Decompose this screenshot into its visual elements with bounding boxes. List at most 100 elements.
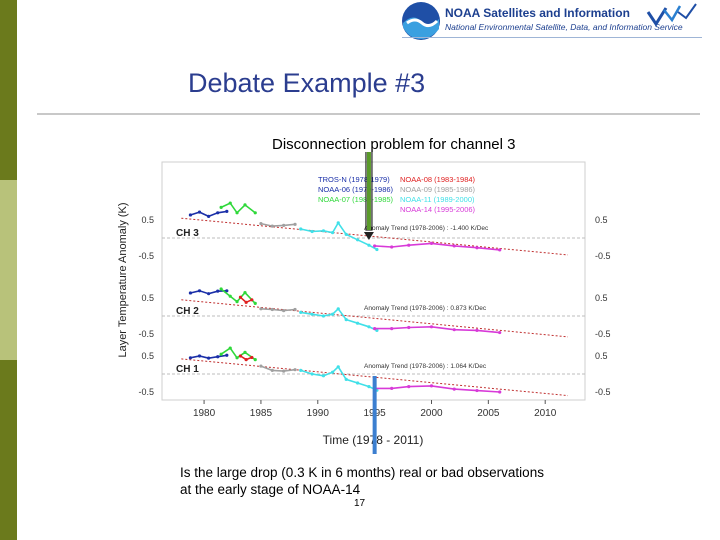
- data-point: [344, 377, 348, 381]
- plot-area: [161, 161, 586, 401]
- sidebar-segment: [0, 180, 17, 360]
- data-point: [253, 301, 257, 305]
- y-tick-label: -0.5: [138, 329, 154, 339]
- title-divider: [37, 113, 700, 115]
- caption-line-1: Is the large drop (0.3 K in 6 months) re…: [180, 465, 544, 480]
- y-tick-label: 0.5: [141, 351, 154, 361]
- data-point: [207, 356, 211, 360]
- sidebar-segment: [0, 360, 17, 540]
- data-point: [498, 330, 502, 335]
- legend-item: NOAA-08 (1983-1984): [400, 175, 476, 184]
- annotation-arrow-down: [366, 152, 371, 230]
- data-point: [336, 307, 340, 311]
- y-tick-label-right: -0.5: [595, 251, 611, 261]
- data-point: [225, 209, 229, 213]
- trend-line: [181, 299, 568, 338]
- data-point: [219, 352, 223, 356]
- data-point: [188, 356, 193, 360]
- x-tick-label: 2010: [534, 408, 557, 419]
- data-point: [259, 307, 263, 311]
- data-point: [452, 244, 456, 248]
- data-point: [310, 312, 314, 316]
- y-tick-label-right: 0.5: [595, 351, 608, 361]
- legend-item: NOAA-07 (1981-1985): [318, 195, 394, 204]
- data-point: [250, 298, 254, 302]
- noaa-logo-icon: [402, 2, 440, 40]
- data-point: [238, 354, 243, 358]
- header-rule: [402, 37, 702, 38]
- legend-item: NOAA-14 (1995-2006): [400, 205, 476, 214]
- data-point: [390, 386, 394, 390]
- data-point: [270, 368, 274, 372]
- x-tick-label: 1980: [193, 408, 216, 419]
- data-point: [207, 214, 211, 218]
- data-point: [498, 248, 502, 252]
- data-point: [367, 385, 371, 389]
- data-point: [270, 224, 274, 228]
- data-point: [452, 328, 456, 332]
- data-point: [321, 374, 326, 378]
- data-point: [293, 307, 297, 312]
- data-point: [310, 229, 314, 234]
- legend-item: NOAA-11 (1989-2000): [400, 195, 475, 204]
- caption: Is the large drop (0.3 K in 6 months) re…: [180, 464, 544, 498]
- data-point: [216, 211, 220, 215]
- y-tick-label: -0.5: [138, 251, 154, 261]
- y-tick-label: 0.5: [141, 215, 154, 225]
- data-point: [452, 387, 456, 391]
- data-point: [344, 232, 348, 236]
- y-tick-label-right: 0.5: [595, 293, 608, 303]
- panel-label: CH 1: [176, 364, 199, 375]
- x-tick-label: 2000: [420, 408, 443, 419]
- data-point: [355, 381, 360, 385]
- data-point: [197, 289, 202, 293]
- data-point: [407, 325, 411, 330]
- data-point: [238, 295, 243, 299]
- data-point: [270, 307, 274, 312]
- data-point: [429, 384, 434, 388]
- data-point: [197, 210, 202, 214]
- data-point: [228, 201, 232, 205]
- data-point: [293, 222, 297, 226]
- chart-title: Disconnection problem for channel 3: [272, 136, 516, 153]
- checkmark-icon: [646, 3, 697, 27]
- trend-line: [181, 358, 568, 397]
- header-subtitle: National Environmental Satellite, Data, …: [445, 22, 683, 32]
- data-point: [375, 328, 379, 332]
- x-tick-label: 1985: [250, 408, 273, 419]
- data-point: [259, 222, 263, 226]
- data-point: [367, 325, 371, 329]
- trend-label: Anomaly Trend (1978-2006) : 1.064 K/Dec: [364, 363, 487, 370]
- data-point: [498, 390, 502, 394]
- data-point: [216, 355, 220, 359]
- data-point: [344, 318, 348, 322]
- data-point: [243, 203, 247, 207]
- data-point: [253, 211, 257, 215]
- data-point: [225, 289, 229, 293]
- annotation-arrow-up: [372, 376, 377, 454]
- data-point: [355, 321, 360, 325]
- data-point: [216, 289, 220, 293]
- chart: Time (1978 - 2011)Layer Temperature Anom…: [117, 152, 611, 454]
- data-point: [244, 358, 248, 362]
- sidebar-stripe: [0, 0, 17, 540]
- page-number: 17: [354, 498, 366, 509]
- data-point: [355, 238, 360, 242]
- data-point: [321, 314, 326, 318]
- arrow-head: [363, 232, 374, 240]
- data-point: [219, 205, 223, 209]
- header-title: NOAA Satellites and Information: [445, 6, 630, 20]
- data-point: [475, 246, 479, 250]
- sidebar-segment: [0, 0, 17, 180]
- y-tick-label-right: 0.5: [595, 215, 608, 225]
- y-tick-label: -0.5: [138, 387, 154, 397]
- data-point: [243, 350, 247, 354]
- data-point: [197, 354, 202, 358]
- data-point: [235, 211, 239, 215]
- data-point: [282, 223, 286, 227]
- data-point: [390, 245, 394, 249]
- series-line: [260, 308, 296, 312]
- data-point: [367, 243, 371, 247]
- data-point: [188, 213, 193, 217]
- y-tick-label: 0.5: [141, 293, 154, 303]
